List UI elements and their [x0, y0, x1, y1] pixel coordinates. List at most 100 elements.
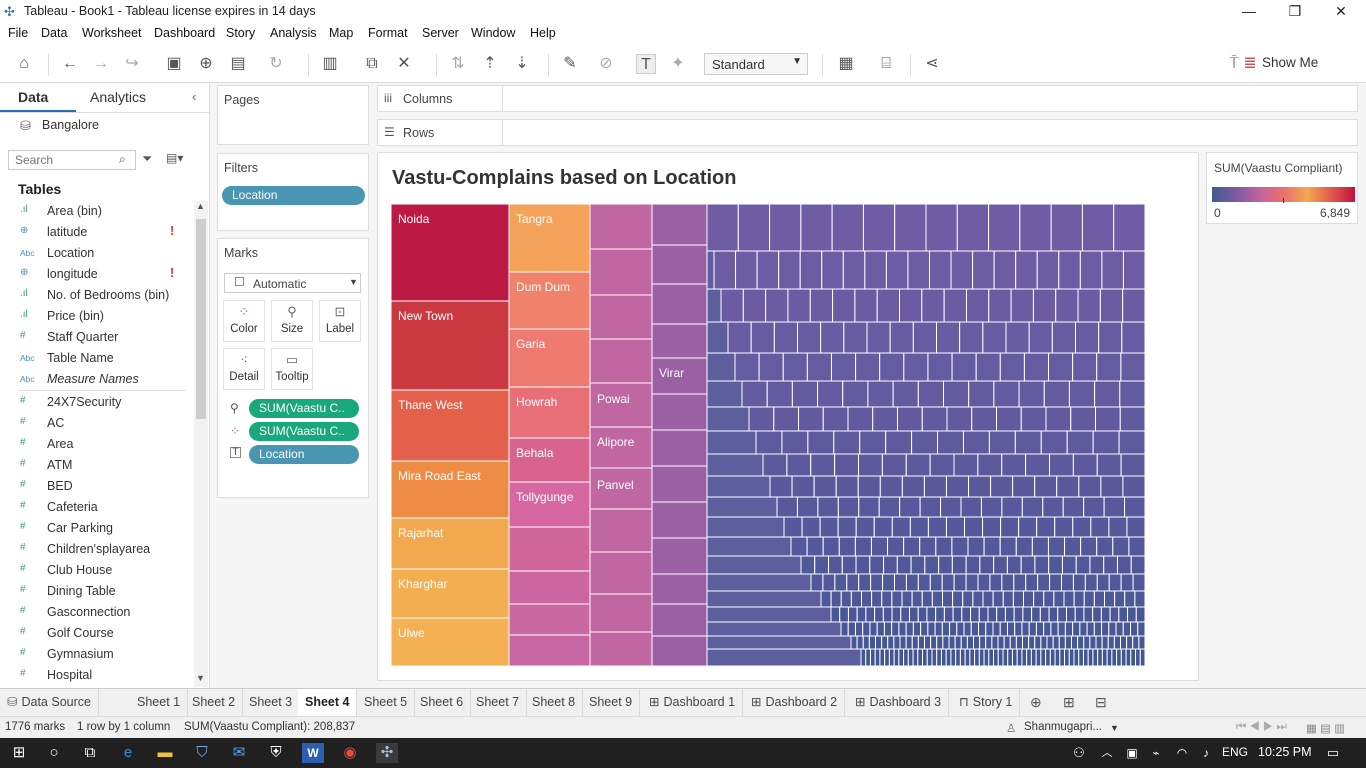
treemap-cell[interactable]: [1120, 635, 1128, 650]
treemap-cell[interactable]: [706, 573, 812, 592]
treemap-cell[interactable]: [887, 635, 895, 650]
treemap-cell[interactable]: [968, 380, 995, 408]
field-item[interactable]: # Car Parking: [0, 518, 190, 539]
treemap-cell[interactable]: [911, 430, 939, 455]
treemap-cell[interactable]: [884, 648, 890, 666]
treemap-cell[interactable]: [806, 352, 832, 382]
treemap-cell[interactable]: [508, 603, 591, 636]
treemap-cell[interactable]: [950, 648, 957, 666]
treemap-cell[interactable]: [750, 321, 775, 354]
treemap-cell[interactable]: [1101, 250, 1124, 290]
treemap-cell[interactable]: [983, 536, 1001, 557]
treemap-cell[interactable]: [931, 590, 943, 608]
treemap-cell[interactable]: [846, 573, 860, 592]
notifications-icon[interactable]: ▭: [1326, 745, 1340, 760]
chrome-icon[interactable]: ◉: [343, 744, 357, 761]
treemap-cell[interactable]: [706, 288, 722, 323]
treemap-cell[interactable]: [1004, 606, 1015, 623]
treemap-cell[interactable]: [905, 621, 914, 637]
field-item[interactable]: Abc Table Name: [0, 348, 190, 369]
treemap-cell[interactable]: [791, 475, 815, 498]
treemap-cell[interactable]: [651, 323, 708, 359]
treemap-cell[interactable]: [1072, 621, 1081, 637]
treemap-cell[interactable]: [988, 288, 1012, 323]
treemap-cell[interactable]: [822, 536, 840, 557]
treemap-cell[interactable]: [978, 621, 987, 637]
treemap-cell[interactable]: [837, 496, 860, 518]
treemap-cell[interactable]: [964, 516, 984, 538]
treemap-cell[interactable]: [857, 475, 881, 498]
treemap-cell[interactable]: [810, 453, 836, 477]
treemap-cell[interactable]: [756, 250, 780, 290]
treemap-cell[interactable]: [1030, 648, 1037, 666]
treemap-cell[interactable]: [1020, 406, 1047, 432]
treemap-cell[interactable]: [929, 250, 952, 290]
treemap-cell[interactable]: [1097, 648, 1103, 666]
treemap-cell[interactable]: [835, 475, 859, 498]
menu-help[interactable]: Help: [530, 26, 556, 40]
treemap-cell[interactable]: [865, 606, 876, 623]
treemap-cell[interactable]: [508, 271, 591, 330]
treemap-cell[interactable]: [1081, 204, 1115, 252]
treemap-cell[interactable]: [1043, 590, 1055, 608]
treemap-cell[interactable]: [1103, 496, 1126, 518]
tab-dashboard-3[interactable]: ⊞ Dashboard 3: [848, 689, 950, 716]
treemap-cell[interactable]: [988, 648, 995, 666]
treemap-cell[interactable]: [876, 288, 901, 323]
view-options-icon[interactable]: ▤▾: [166, 151, 184, 165]
treemap-cell[interactable]: [936, 635, 944, 650]
treemap-cell[interactable]: [1056, 475, 1080, 498]
treemap-cell[interactable]: [921, 406, 948, 432]
treemap-cell[interactable]: [875, 635, 883, 650]
treemap-cell[interactable]: [874, 648, 881, 666]
treemap-cell[interactable]: [1036, 516, 1056, 538]
treemap-cell[interactable]: [1058, 635, 1066, 650]
treemap-cell[interactable]: [900, 606, 910, 623]
treemap-cell[interactable]: [893, 635, 901, 650]
scrollbar-thumb[interactable]: [196, 219, 206, 419]
mark-pill-label[interactable]: Location: [249, 445, 359, 464]
treemap-cell[interactable]: [1138, 635, 1145, 650]
new-dashboard-tab-icon[interactable]: ⊞: [1063, 694, 1075, 710]
treemap-cell[interactable]: [1015, 250, 1038, 290]
treemap-cell[interactable]: [589, 426, 653, 469]
treemap-cell[interactable]: [911, 635, 919, 650]
treemap-cell[interactable]: [929, 453, 955, 477]
treemap-cell[interactable]: [713, 250, 737, 290]
treemap-cell[interactable]: [991, 635, 999, 650]
treemap-cell[interactable]: [508, 204, 591, 273]
treemap-cell[interactable]: [1001, 496, 1023, 518]
menu-analysis[interactable]: Analysis: [270, 26, 317, 40]
treemap-cell[interactable]: [997, 648, 1004, 666]
treemap-cell[interactable]: [783, 516, 803, 538]
treemap-cell[interactable]: [1026, 648, 1032, 666]
treemap-cell[interactable]: [856, 635, 864, 650]
treemap-cell[interactable]: [1078, 475, 1102, 498]
treemap-cell[interactable]: [912, 648, 919, 666]
treemap-cell[interactable]: [922, 648, 928, 666]
treemap-cell[interactable]: [1092, 606, 1102, 623]
treemap-cell[interactable]: [791, 380, 819, 408]
treemap-cell[interactable]: [1045, 648, 1051, 666]
treemap-cell[interactable]: [905, 573, 919, 592]
replay-icon[interactable]: ↪: [125, 55, 139, 72]
menu-file[interactable]: File: [8, 26, 29, 40]
tab-dashboard-2[interactable]: ⊞ Dashboard 2: [744, 689, 846, 716]
clear-sheet-icon[interactable]: ✕: [397, 55, 411, 72]
treemap-cell[interactable]: [937, 430, 964, 455]
treemap-cell[interactable]: [1034, 475, 1058, 498]
treemap-cell[interactable]: [1006, 621, 1016, 637]
treemap[interactable]: Noida New Town Thane West Mira Road East Raj…: [391, 204, 1145, 666]
treemap-cell[interactable]: [963, 621, 972, 637]
people-icon[interactable]: ⚇: [1073, 745, 1085, 760]
treemap-cell[interactable]: [982, 516, 1002, 538]
treemap-cell[interactable]: [1124, 496, 1145, 518]
treemap-cell[interactable]: [854, 288, 878, 323]
treemap-cell[interactable]: [869, 648, 876, 666]
treemap-cell[interactable]: [1090, 516, 1110, 538]
field-item[interactable]: Abc Location: [0, 243, 190, 264]
treemap-cell[interactable]: [905, 635, 913, 650]
treemap-cell[interactable]: [1118, 430, 1145, 455]
treemap-cell[interactable]: [977, 573, 991, 592]
treemap-cell[interactable]: [948, 635, 956, 650]
